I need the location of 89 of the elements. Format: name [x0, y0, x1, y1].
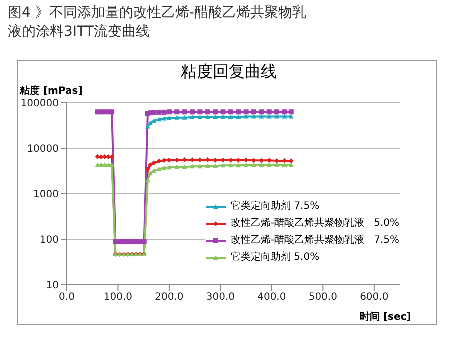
x-axis-title: 时间 [sec]: [360, 310, 412, 324]
point: [162, 116, 167, 121]
point: [251, 114, 256, 119]
point: [174, 164, 180, 170]
point: [145, 166, 150, 172]
point: [152, 160, 157, 166]
point: [259, 110, 264, 115]
point: [228, 110, 234, 115]
point: [236, 110, 242, 115]
point: [190, 115, 196, 120]
point: [274, 162, 280, 168]
point: [251, 110, 256, 115]
point: [236, 114, 242, 120]
point: [228, 114, 234, 120]
point: [166, 110, 172, 115]
point: [288, 110, 294, 115]
x-tick-label: 400.0: [258, 292, 286, 304]
point: [282, 162, 288, 168]
point: [220, 110, 226, 115]
point: [244, 114, 249, 119]
point: [228, 163, 234, 168]
point: [220, 163, 226, 168]
point: [205, 110, 210, 115]
point: [213, 164, 218, 168]
y-tick-label: 1000: [34, 190, 59, 201]
point: [162, 110, 167, 115]
y-axis-title: 粘度 [mPas]: [20, 84, 83, 98]
x-tick-label: 600.0: [360, 292, 389, 304]
legend-label: 改性乙烯-醋酸乙烯共聚物乳液 7.5%: [231, 234, 400, 248]
point: [244, 110, 249, 115]
legend-label: 它类定向助剂 7.5%: [231, 200, 320, 214]
x-tick-label: 300.0: [206, 292, 236, 304]
point: [266, 114, 272, 119]
point: [156, 117, 162, 122]
point: [259, 114, 264, 119]
point: [282, 110, 288, 115]
point: [213, 110, 218, 115]
x-tick-label: 100.0: [104, 292, 133, 304]
point: [190, 164, 196, 169]
point: [274, 110, 280, 115]
point: [142, 240, 147, 245]
y-tick-label: 100000: [20, 98, 59, 110]
point: [110, 110, 115, 115]
point: [182, 164, 188, 170]
y-tick-label: 10: [46, 280, 59, 292]
chart-title: 粘度回复曲线: [180, 62, 278, 83]
legend-label: 它类定向助剂 5.0%: [231, 250, 320, 265]
point: [198, 164, 203, 169]
point: [182, 115, 188, 120]
caption: 图4 》不同添加量的改性乙烯-醋酸乙烯共聚物乳液的涂料3ITT流变曲线: [8, 4, 308, 42]
point: [251, 162, 256, 168]
point: [205, 115, 210, 120]
point: [220, 114, 226, 120]
point: [282, 114, 288, 119]
point: [174, 115, 180, 120]
point: [288, 114, 294, 119]
point: [244, 162, 249, 168]
y-tick-label: 10000: [27, 144, 59, 156]
point: [113, 240, 118, 245]
point: [198, 115, 203, 120]
point: [266, 110, 272, 115]
point: [274, 114, 280, 119]
point: [145, 178, 150, 182]
point: [182, 110, 188, 115]
point: [156, 110, 162, 115]
point: [145, 124, 150, 129]
point: [236, 163, 242, 168]
y-tick-label: 100: [40, 235, 59, 246]
point: [166, 165, 172, 170]
legend-label: 改性乙烯-醋酸乙烯共聚物乳液 5.0%: [231, 216, 400, 231]
x-tick-label: 0.0: [59, 292, 75, 304]
point: [259, 162, 264, 168]
point: [288, 162, 294, 168]
point: [148, 120, 154, 126]
point: [152, 118, 157, 124]
point: [174, 110, 180, 115]
point: [162, 166, 167, 170]
point: [110, 162, 115, 168]
point: [152, 110, 157, 116]
point: [266, 162, 272, 168]
x-tick-label: 200.0: [155, 292, 184, 304]
point: [198, 110, 203, 115]
point: [205, 164, 210, 168]
point: [213, 114, 218, 120]
point: [148, 162, 154, 168]
x-tick-label: 500.0: [308, 292, 338, 304]
point: [148, 171, 154, 176]
point: [166, 116, 172, 120]
point: [190, 110, 196, 115]
